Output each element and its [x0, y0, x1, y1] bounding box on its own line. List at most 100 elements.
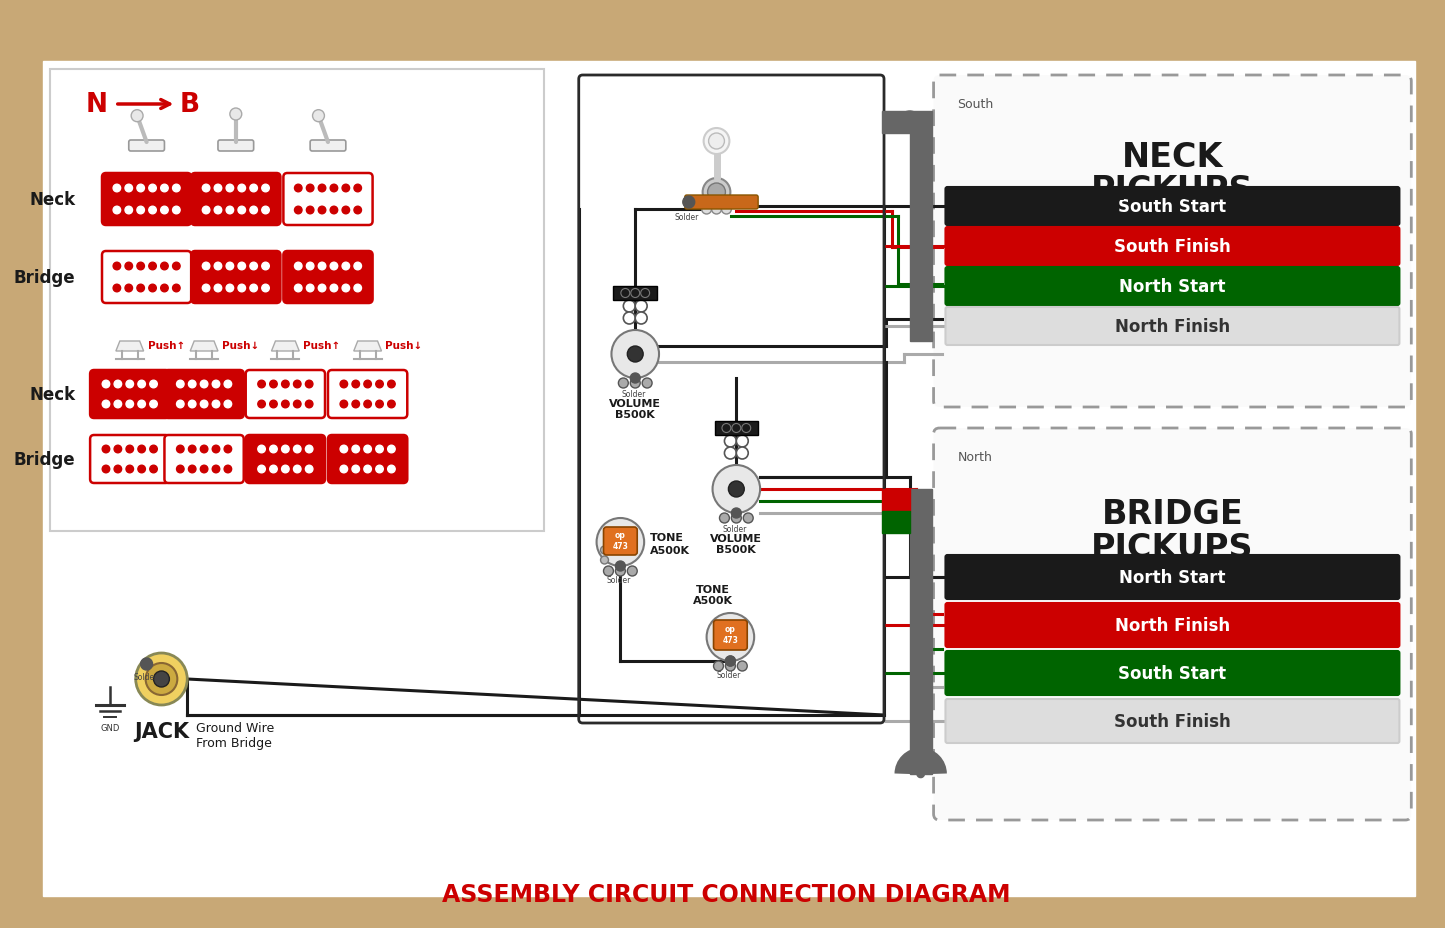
Text: South Start: South Start	[1118, 664, 1227, 682]
Circle shape	[270, 401, 277, 408]
Circle shape	[149, 285, 156, 292]
Bar	[881, 112, 910, 134]
Circle shape	[305, 380, 314, 389]
Circle shape	[214, 285, 221, 292]
Circle shape	[737, 662, 747, 671]
Circle shape	[714, 662, 724, 671]
Text: Solder: Solder	[133, 672, 158, 681]
Circle shape	[150, 401, 158, 408]
Circle shape	[160, 207, 168, 214]
Circle shape	[137, 466, 146, 473]
Circle shape	[257, 445, 266, 453]
Circle shape	[354, 285, 361, 292]
Circle shape	[126, 401, 133, 408]
Circle shape	[225, 263, 234, 270]
Bar	[881, 489, 910, 511]
Text: A500K: A500K	[650, 546, 691, 555]
Circle shape	[728, 482, 744, 497]
Circle shape	[708, 184, 725, 201]
FancyBboxPatch shape	[945, 699, 1399, 743]
FancyBboxPatch shape	[945, 603, 1399, 648]
Text: North Finish: North Finish	[1116, 616, 1230, 635]
Circle shape	[212, 380, 220, 389]
Circle shape	[376, 401, 383, 408]
Text: ASSEMBLY CIRCUIT CONNECTION DIAGRAM: ASSEMBLY CIRCUIT CONNECTION DIAGRAM	[442, 882, 1010, 906]
Circle shape	[149, 185, 156, 193]
Circle shape	[126, 466, 133, 473]
Circle shape	[137, 207, 144, 214]
Circle shape	[282, 445, 289, 453]
Text: B500K: B500K	[717, 545, 756, 554]
Circle shape	[630, 379, 640, 389]
Circle shape	[630, 374, 640, 383]
Circle shape	[172, 185, 181, 193]
Circle shape	[636, 301, 647, 313]
Bar	[910, 112, 932, 342]
Bar	[614, 287, 657, 301]
Circle shape	[153, 671, 169, 688]
Circle shape	[364, 401, 371, 408]
Text: op
473: op 473	[722, 625, 738, 644]
Circle shape	[188, 401, 197, 408]
Bar	[910, 489, 932, 774]
Text: BRIDGE: BRIDGE	[1101, 498, 1243, 531]
Circle shape	[743, 513, 753, 523]
Circle shape	[201, 445, 208, 453]
Circle shape	[126, 285, 133, 292]
Text: Push↓: Push↓	[223, 341, 259, 351]
Circle shape	[597, 519, 644, 566]
Circle shape	[329, 285, 338, 292]
Circle shape	[611, 330, 659, 379]
Circle shape	[202, 207, 210, 214]
Circle shape	[376, 466, 383, 473]
Circle shape	[601, 557, 608, 564]
Text: N: N	[87, 92, 108, 118]
Text: Push↑: Push↑	[303, 341, 341, 351]
Circle shape	[329, 263, 338, 270]
FancyBboxPatch shape	[191, 251, 280, 303]
Circle shape	[250, 285, 257, 292]
Text: Bridge: Bridge	[13, 450, 75, 469]
Circle shape	[238, 285, 246, 292]
Circle shape	[137, 285, 144, 292]
Circle shape	[707, 613, 754, 662]
Circle shape	[126, 263, 133, 270]
Circle shape	[293, 466, 301, 473]
Circle shape	[724, 435, 737, 447]
FancyBboxPatch shape	[933, 76, 1412, 407]
Circle shape	[212, 445, 220, 453]
Circle shape	[126, 445, 133, 453]
Text: North Finish: North Finish	[1116, 317, 1230, 336]
Circle shape	[305, 401, 314, 408]
Bar	[714, 421, 759, 435]
Circle shape	[212, 466, 220, 473]
Text: TONE: TONE	[695, 585, 730, 594]
Circle shape	[704, 129, 730, 155]
Circle shape	[631, 290, 640, 298]
Circle shape	[262, 207, 269, 214]
FancyBboxPatch shape	[945, 555, 1399, 599]
Circle shape	[150, 380, 158, 389]
Circle shape	[137, 380, 146, 389]
Circle shape	[238, 207, 246, 214]
FancyBboxPatch shape	[604, 527, 637, 555]
Polygon shape	[191, 342, 218, 352]
Circle shape	[160, 263, 168, 270]
Circle shape	[176, 401, 184, 408]
FancyBboxPatch shape	[90, 435, 169, 483]
Circle shape	[114, 401, 121, 408]
Circle shape	[618, 379, 629, 389]
Circle shape	[731, 424, 741, 433]
Circle shape	[250, 207, 257, 214]
Text: South Finish: South Finish	[1114, 712, 1231, 730]
Circle shape	[725, 662, 736, 671]
Circle shape	[329, 185, 338, 193]
Polygon shape	[272, 342, 299, 352]
Circle shape	[295, 207, 302, 214]
Text: South Start: South Start	[1118, 198, 1227, 216]
Text: Solder: Solder	[675, 213, 699, 222]
Text: Ground Wire
From Bridge: Ground Wire From Bridge	[197, 721, 275, 749]
Circle shape	[103, 466, 110, 473]
Circle shape	[604, 566, 614, 576]
Circle shape	[708, 134, 724, 149]
